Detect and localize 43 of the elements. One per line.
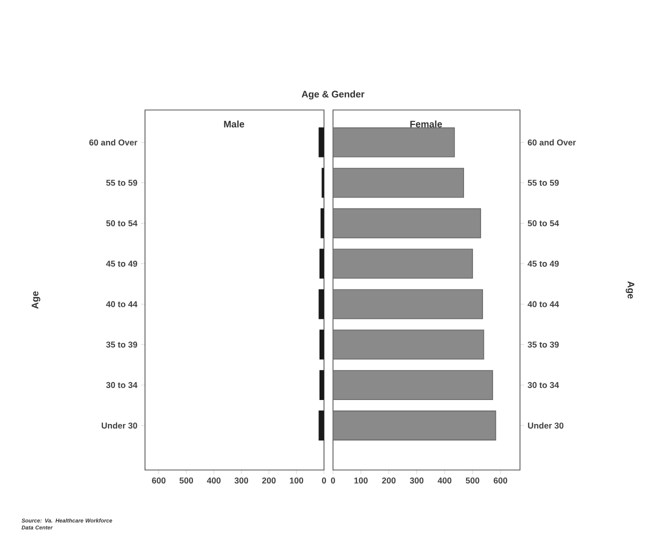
- y-tick-label: 40 to 44: [528, 301, 560, 308]
- bar: [333, 248, 473, 279]
- bar: [333, 208, 482, 238]
- x-tick-label: 200: [262, 478, 276, 484]
- x-tick-label: 600: [494, 478, 508, 484]
- text: Female: [410, 120, 442, 128]
- y-tick-label: 60 and Over: [89, 139, 138, 146]
- x-tick-label: 100: [290, 478, 304, 484]
- bar: [333, 289, 483, 320]
- bar: [333, 127, 455, 158]
- y-tick-label: 55 to 59: [106, 180, 138, 186]
- bar: [333, 370, 494, 400]
- y-tick-label: 50 to 54: [106, 220, 138, 226]
- bar: [333, 410, 496, 440]
- y-tick-label: Under 30: [102, 422, 138, 429]
- x-tick-label: 300: [410, 478, 424, 484]
- y-tick-label: 45 to 49: [528, 260, 559, 267]
- x-tick-label: 500: [180, 478, 194, 484]
- x-tick-label: 400: [206, 478, 221, 484]
- x-tick-label: 0: [330, 478, 336, 484]
- x-tick-label: 400: [438, 478, 452, 484]
- y-tick-label: 35 to 39: [106, 342, 138, 348]
- y-axis-title: Age: [626, 281, 634, 299]
- y-axis-title: Age: [32, 291, 40, 309]
- y-tick-label: 30 to 34: [528, 382, 560, 388]
- x-tick-label: 0: [322, 478, 326, 484]
- bar: [333, 330, 484, 360]
- chart-title: Age & Gender: [302, 90, 364, 100]
- y-tick-label: 45 to 49: [106, 260, 138, 267]
- y-tick-label: 30 to 34: [106, 382, 138, 388]
- y-tick-label: 60 and Over: [528, 139, 576, 146]
- bar: [333, 168, 464, 198]
- y-tick-label: 55 to 59: [528, 180, 559, 186]
- x-tick-label: 200: [382, 478, 396, 484]
- y-tick-label: Under 30: [528, 422, 564, 429]
- x-tick-label: 500: [466, 478, 480, 484]
- x-tick-label: 100: [354, 478, 368, 484]
- y-tick-label: 35 to 39: [528, 342, 559, 348]
- y-tick-label: 40 to 44: [106, 301, 138, 308]
- x-tick-label: 600: [152, 478, 166, 484]
- x-tick-label: 300: [234, 478, 248, 484]
- y-tick-label: 50 to 54: [528, 220, 560, 226]
- text: Male: [224, 120, 244, 128]
